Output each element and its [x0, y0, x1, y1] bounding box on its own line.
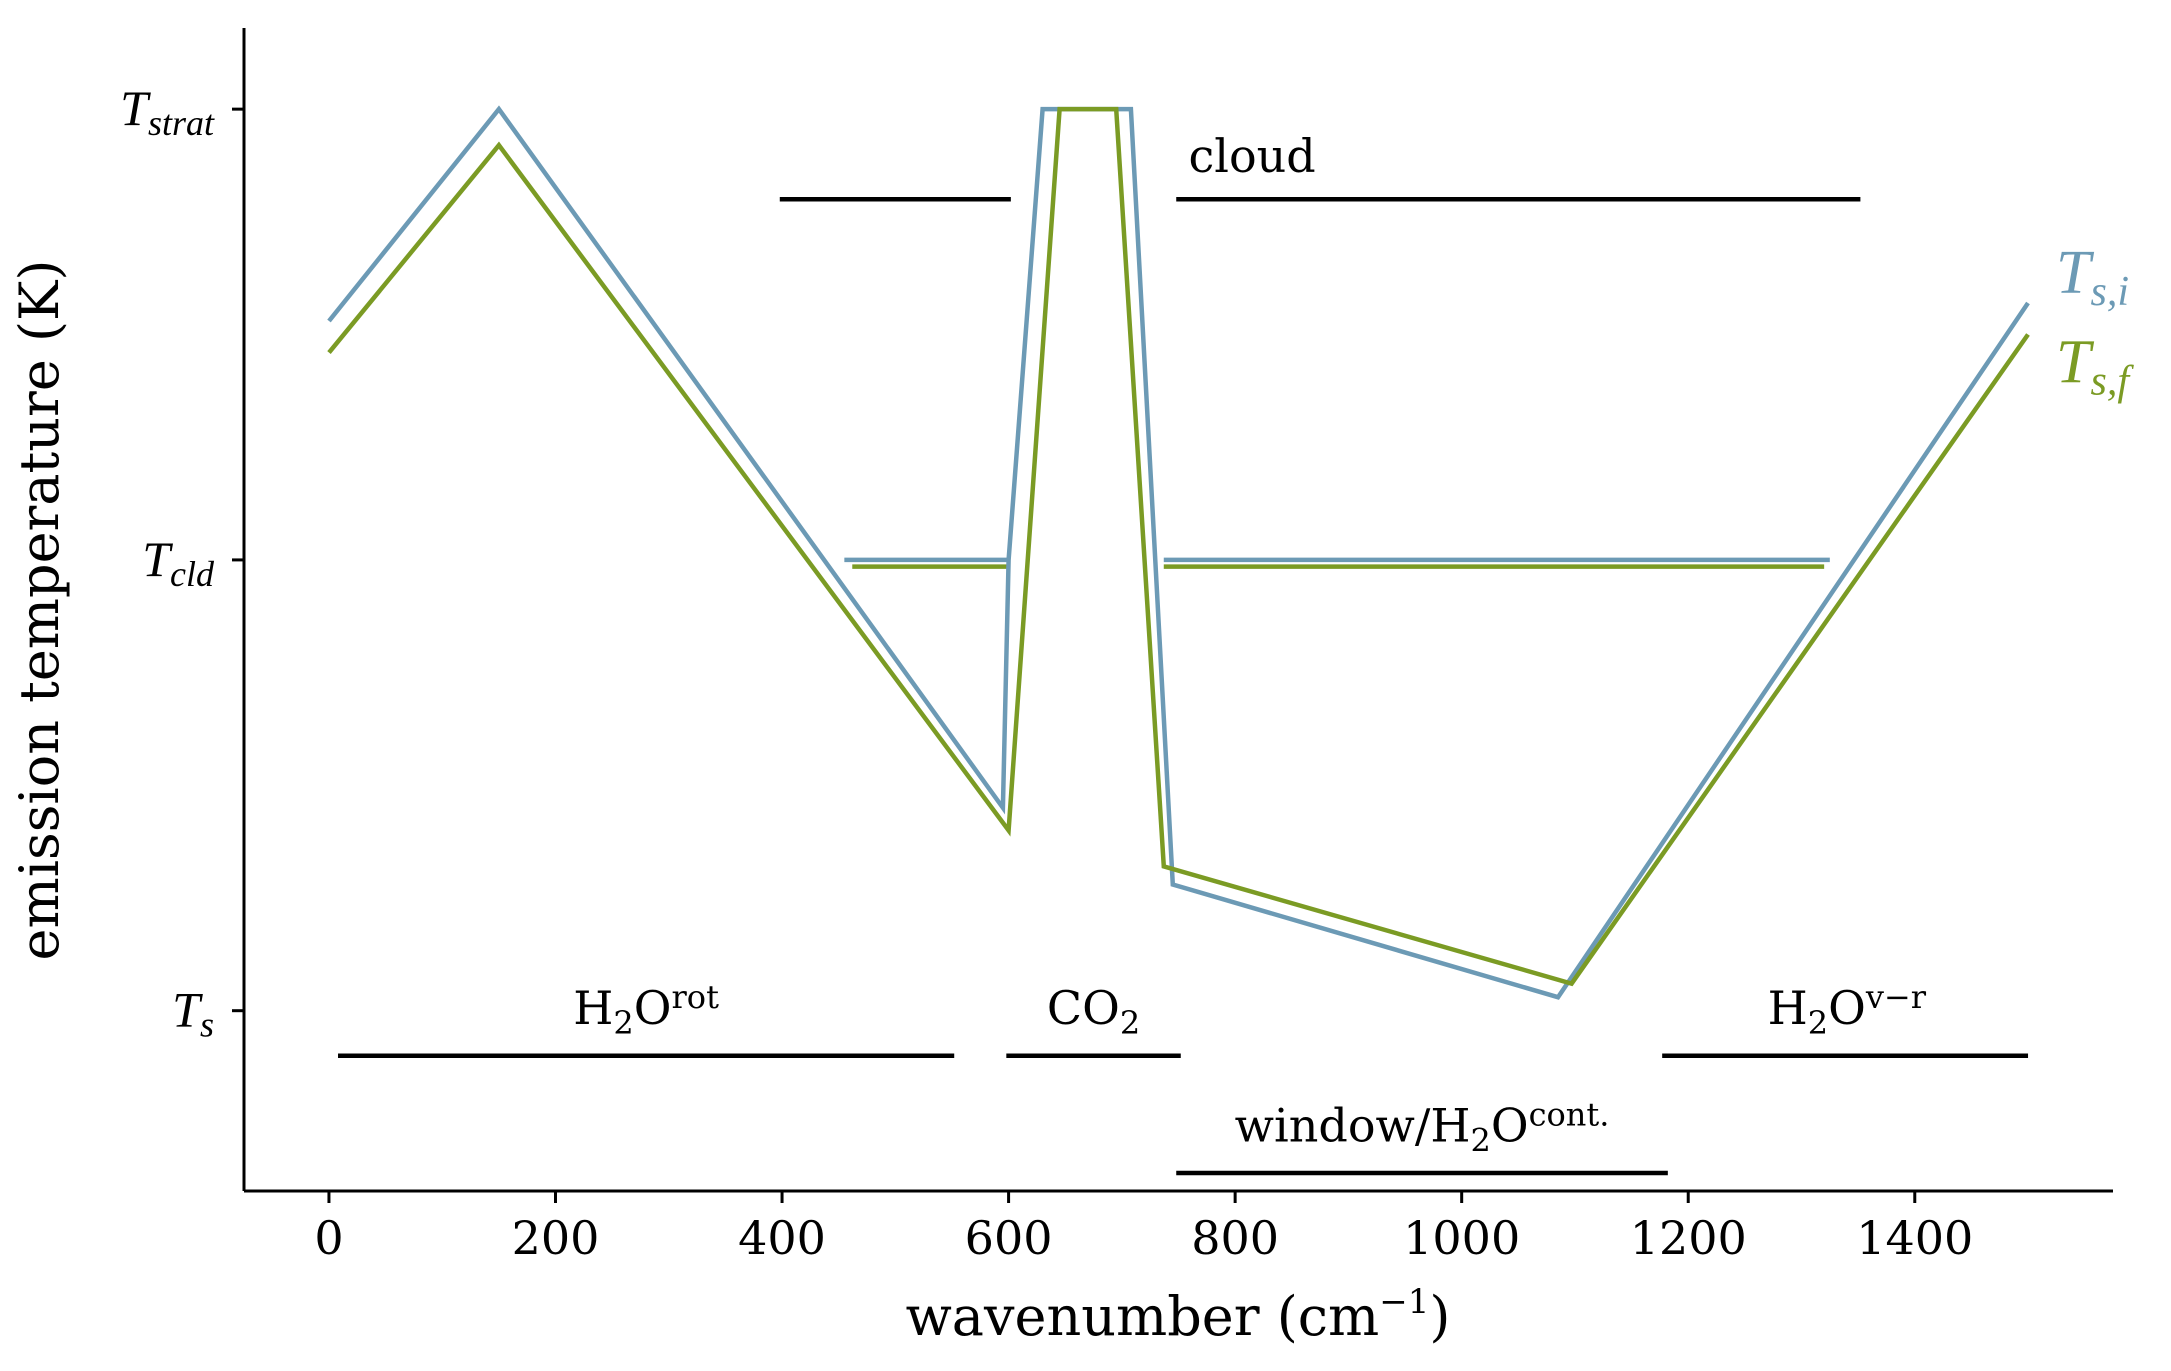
band-label-co2: CO2 [1047, 981, 1140, 1042]
y-tick-label: Tcld [142, 531, 215, 594]
x-tick-label: 200 [512, 1211, 600, 1265]
series-label: Ts,f [2056, 329, 2134, 405]
y-axis-label: emission temperature (K) [8, 260, 71, 961]
band-label-cloud: cloud [1189, 129, 1316, 183]
series-line-ts-f [327, 106, 2030, 987]
x-tick-label: 800 [1191, 1211, 1279, 1265]
x-tick-label: 0 [314, 1211, 343, 1265]
x-tick-label: 1400 [1856, 1211, 1973, 1265]
series-label: Ts,i [2056, 239, 2129, 315]
y-tick-label: Ts [172, 982, 214, 1045]
x-tick-label: 600 [965, 1211, 1053, 1265]
band-label-h2o-rot: H2Orot [573, 978, 719, 1042]
x-tick-label: 400 [738, 1211, 826, 1265]
y-tick-label: Tstrat [120, 80, 215, 143]
band-label-window: window/H2Ocont. [1235, 1095, 1610, 1159]
band-label-h2o-vr: H2Ov−r [1768, 978, 1927, 1042]
series-line-ts-i [327, 105, 2030, 1000]
x-tick-label: 1000 [1403, 1211, 1520, 1265]
x-tick-label: 1200 [1630, 1211, 1747, 1265]
x-axis-label: wavenumber (cm−1) [906, 1282, 1451, 1348]
